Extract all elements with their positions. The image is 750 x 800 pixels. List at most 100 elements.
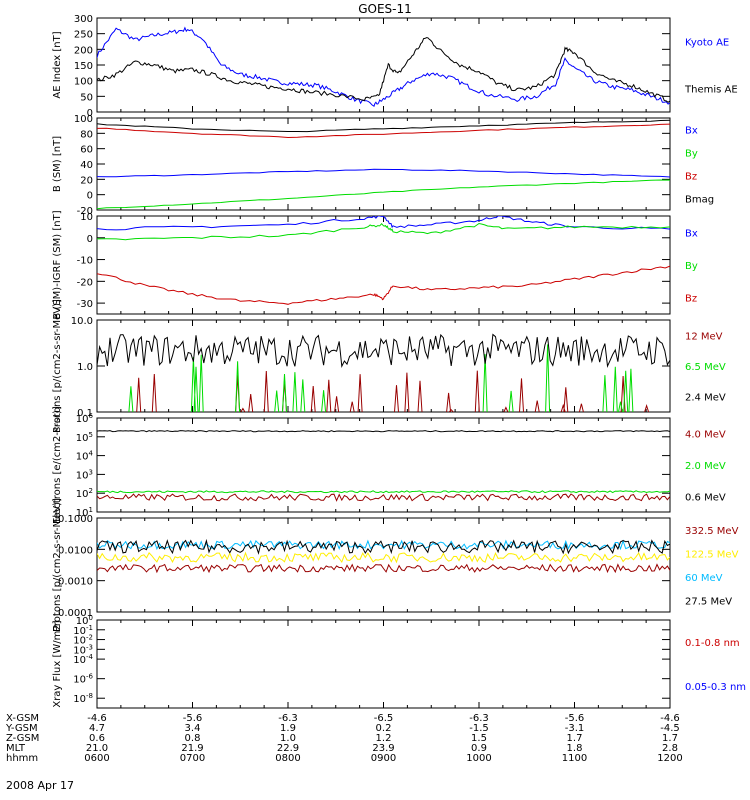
- panel-1: 0 50 100 150 200 250 300 AE Index [nT] Kyoto AE T…: [52, 14, 738, 119]
- y-tick-label: 105: [76, 431, 93, 444]
- footer-value: -4.6: [87, 713, 107, 724]
- footer-value: 1.9: [280, 723, 296, 734]
- orbit-footer: 2008 Apr 17 X-GSM -4.6 -5.6 -6.3 -6.5 -6.3 -5.…: [5, 713, 683, 792]
- y-tick-label: 10-6: [73, 673, 93, 686]
- series-line: [97, 563, 670, 574]
- series-line: [97, 119, 670, 133]
- legend-label: 4.0 MeV: [685, 430, 726, 441]
- y-tick-label: 0: [87, 191, 93, 202]
- footer-value: 0.6: [89, 733, 105, 744]
- y-tick-label: 150: [74, 61, 93, 72]
- footer-value: 0600: [84, 753, 109, 764]
- y-tick-label: 0.0100: [58, 545, 93, 556]
- footer-value: 0800: [275, 753, 300, 764]
- footer-row-label: MLT: [6, 743, 26, 754]
- series-spikes: [128, 344, 634, 412]
- series-line: [97, 222, 670, 241]
- y-axis-label: B (SM)-IGRF (SM) [nT]: [52, 210, 63, 319]
- y-tick-label: 102: [76, 487, 93, 500]
- y-axis-label: Xray Flux [W/m2]: [52, 620, 63, 707]
- series-line: [97, 430, 670, 433]
- y-tick-label: 106: [76, 412, 94, 425]
- y-tick-label: 10-3: [73, 643, 93, 656]
- y-tick-label: 100: [74, 77, 93, 88]
- y-tick-label: 10-2: [73, 634, 93, 647]
- legend-label: Themis AE: [684, 85, 738, 96]
- footer-row-label: hhmm: [6, 753, 38, 764]
- y-tick-label: -30: [77, 299, 93, 310]
- series-line: [97, 265, 670, 305]
- panel-5: 101 102 103 104 105 106 Electrons [e/(cm2-s-sr…: [52, 406, 726, 524]
- legend-label: Bx: [685, 228, 698, 239]
- y-tick-label: 100: [74, 114, 93, 125]
- panel-2: -20 0 20 40 60 80 100 B (SM) [nT] Bx By Bz Bmag: [52, 114, 714, 217]
- y-tick-label: 0.0001: [58, 608, 93, 619]
- legend-label: 0.1-0.8 nm: [685, 638, 740, 649]
- y-axis-label: AE Index [nT]: [52, 31, 63, 98]
- panel-7: 10-8 10-6 10-410-310-210-1100 Xray Flux [W/…: [52, 614, 746, 709]
- y-tick-label: -20: [77, 206, 93, 217]
- footer-value: 1.8: [567, 743, 583, 754]
- legend-label: 122.5 MeV: [685, 549, 739, 560]
- legend-label: 0.05-0.3 nm: [685, 682, 746, 693]
- y-axis-label: Protons [p/(cm2-s-sr-MeV)]: [52, 299, 63, 433]
- footer-value: -6.5: [374, 713, 394, 724]
- footer-value: -3.1: [565, 723, 585, 734]
- y-tick-label: 40: [80, 160, 93, 171]
- footer-value: -6.3: [469, 713, 489, 724]
- y-tick-label: 104: [76, 450, 94, 463]
- footer-value: 4.7: [89, 723, 105, 734]
- footer-value: 0900: [371, 753, 396, 764]
- footer-value: 22.9: [277, 743, 299, 754]
- footer-value: 21.9: [181, 743, 203, 754]
- legend-label: Bx: [685, 126, 698, 137]
- legend-label: Bmag: [685, 195, 714, 206]
- series-line: [97, 26, 670, 107]
- y-tick-label: 300: [74, 14, 93, 25]
- series-line: [97, 168, 670, 178]
- y-tick-label: 0.0010: [58, 577, 93, 588]
- footer-row-label: Y-GSM: [5, 723, 38, 734]
- footer-value: 0700: [180, 753, 205, 764]
- footer-value: -4.5: [660, 723, 680, 734]
- series-line: [97, 490, 670, 494]
- y-tick-label: 20: [80, 175, 93, 186]
- y-tick-label: 0.1000: [58, 514, 93, 525]
- footer-value: 1.2: [376, 733, 392, 744]
- series-line: [97, 216, 670, 231]
- panel-frame: [96, 117, 671, 211]
- y-tick-label: 103: [76, 468, 93, 481]
- footer-value: 2.8: [662, 743, 678, 754]
- y-axis-label: Electrons [e/(cm2-s-sr)]: [52, 406, 63, 524]
- series-line: [97, 123, 670, 139]
- series-group: [97, 119, 670, 210]
- legend-label: 332.5 MeV: [685, 526, 739, 537]
- legend-label: By: [685, 261, 698, 272]
- footer-value: 3.4: [185, 723, 201, 734]
- footer-value: 1100: [562, 753, 587, 764]
- series-line: [97, 493, 670, 502]
- y-axis-label: Protons [p/(cm2-s-sr-MeV)]: [52, 498, 63, 632]
- legend-label: 2.0 MeV: [685, 461, 726, 472]
- footer-value: 1200: [657, 753, 682, 764]
- footer-value: 23.9: [372, 743, 394, 754]
- legend-label: 27.5 MeV: [685, 596, 732, 607]
- footer-value: 1.7: [567, 733, 583, 744]
- footer-value: 21.0: [86, 743, 108, 754]
- footer-value: 1.5: [471, 733, 487, 744]
- legend-label: 60 MeV: [685, 573, 723, 584]
- legend-label: 0.6 MeV: [685, 492, 726, 503]
- series-line: [97, 551, 670, 564]
- panel-4: 0.1 1.0 10.0 Protons [p/(cm2-s-sr-MeV)] 12 M…: [52, 299, 726, 433]
- legend-label: 12 MeV: [685, 331, 723, 342]
- legend-label: Bz: [685, 172, 697, 183]
- y-tick-label: 250: [74, 30, 93, 41]
- panel-frame: [96, 517, 671, 613]
- y-tick-label: 50: [80, 92, 93, 103]
- footer-value: -4.6: [660, 713, 680, 724]
- panel-frame: [96, 619, 671, 709]
- footer-value: 1.7: [662, 733, 678, 744]
